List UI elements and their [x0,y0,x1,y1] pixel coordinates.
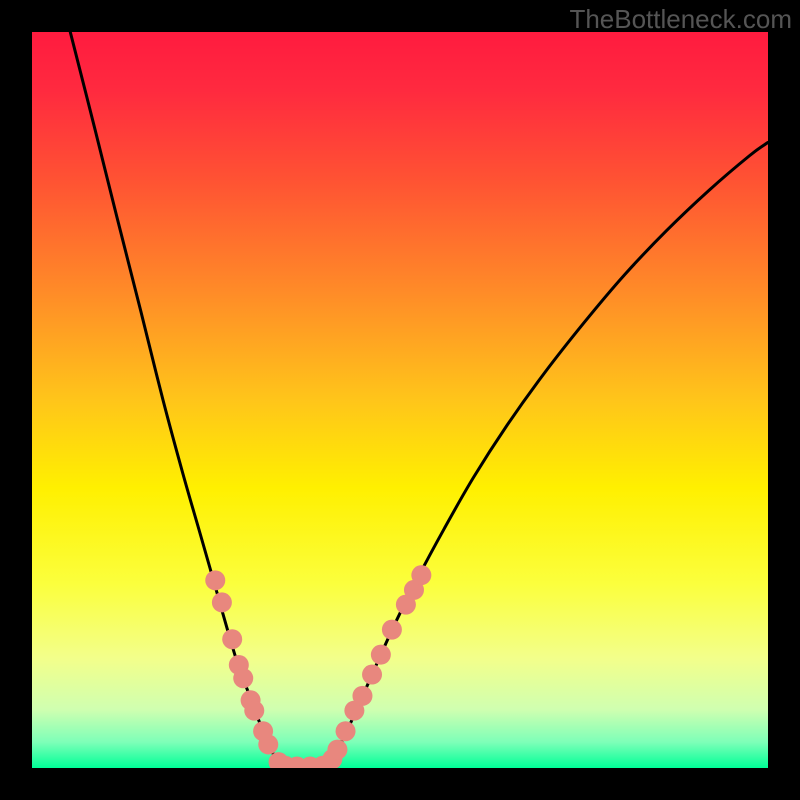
data-marker [411,565,431,585]
data-marker [352,686,372,706]
data-marker [233,668,253,688]
data-marker [382,620,402,640]
chart-container: TheBottleneck.com [0,0,800,800]
data-marker [205,570,225,590]
data-marker [244,701,264,721]
plot-area [32,32,768,768]
data-marker [222,629,242,649]
bottleneck-chart [0,0,800,800]
data-marker [362,665,382,685]
data-marker [336,721,356,741]
data-marker [212,592,232,612]
data-marker [258,734,278,754]
data-marker [327,740,347,760]
data-marker [371,645,391,665]
watermark-text: TheBottleneck.com [569,4,792,35]
